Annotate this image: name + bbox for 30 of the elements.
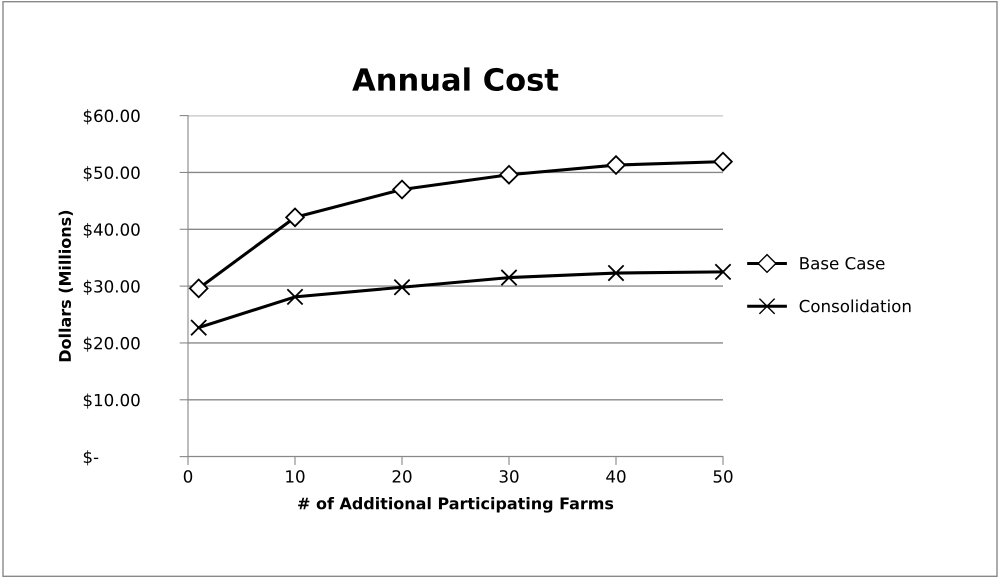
point [607, 264, 625, 282]
legend-label: Consolidation [800, 299, 911, 312]
point [190, 319, 208, 336]
x-axis-title: # of Additional Participating Farms [298, 497, 614, 513]
y-tick-label: $20.00 [84, 336, 140, 352]
x-tick-label: 0 [184, 470, 192, 483]
y-tick-label: $- [84, 450, 98, 466]
y-tick-label: $40.00 [84, 222, 140, 238]
x-tick-label: 40 [606, 470, 626, 483]
point [714, 263, 732, 280]
point [606, 155, 626, 175]
x-tick-label: 30 [500, 470, 518, 483]
y-tick-label: $30.00 [84, 280, 140, 295]
point [499, 164, 519, 184]
x-tick-label: 50 [714, 470, 732, 483]
y-axis-title: Dollars (Millions) [58, 210, 73, 362]
y-tick-label: $60.00 [84, 109, 140, 124]
chart-title: Annual Cost [352, 67, 558, 92]
x-tick-label: 10 [286, 470, 304, 483]
y-tick-label: $50.00 [84, 166, 140, 182]
point [393, 278, 411, 296]
point [713, 152, 733, 172]
point [286, 288, 304, 306]
point [285, 208, 305, 228]
point [188, 278, 208, 298]
y-tick-label: $10.00 [84, 393, 140, 409]
legend-label: Base Case [800, 256, 884, 270]
x-tick-label: 20 [392, 470, 412, 483]
point [500, 269, 518, 286]
point [392, 180, 412, 200]
